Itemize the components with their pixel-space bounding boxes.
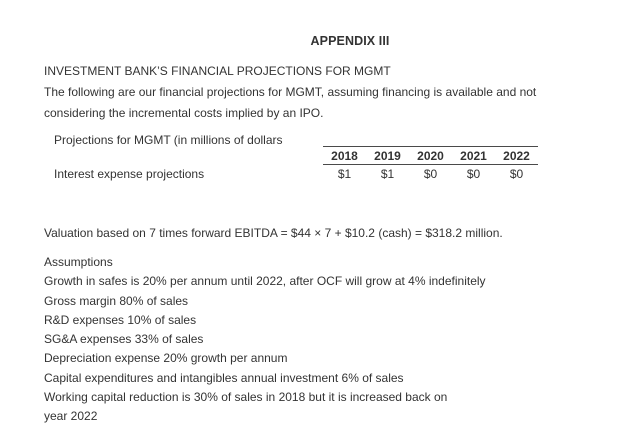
header-row-empty-label-cell [54, 147, 323, 165]
section-heading: INVESTMENT BANK’S FINANCIAL PROJECTIONS … [44, 64, 391, 78]
assumption-line-gross-margin: Gross margin 80% of sales [44, 293, 189, 308]
value-cell-2022: $0 [509, 166, 524, 181]
assumption-line-depreciation: Depreciation expense 20% growth per annu… [44, 351, 288, 366]
row-label-interest-expense: Interest expense projections [54, 166, 205, 181]
year-header-2020: 2020 [409, 146, 452, 165]
intro-section: INVESTMENT BANK’S FINANCIAL PROJECTIONS … [44, 61, 619, 124]
assumption-line-working-capital-wrap: year 2022 [44, 409, 98, 424]
value-cell-2020: $0 [423, 166, 438, 181]
table-row: Interest expense projections $1 $1 $0 $0… [54, 165, 538, 183]
assumptions-section: Assumptions Growth in safes is 20% per a… [44, 253, 619, 427]
year-header-2022: 2022 [495, 146, 538, 165]
year-header-2021: 2021 [452, 146, 495, 165]
page-title: APPENDIX III [310, 34, 390, 48]
value-cell-2021: $0 [466, 166, 481, 181]
assumption-line-working-capital: Working capital reduction is 30% of sale… [44, 390, 448, 405]
assumption-line-growth: Growth in safes is 20% per annum until 2… [44, 274, 486, 289]
value-cell-2018: $1 [337, 166, 352, 181]
assumptions-heading: Assumptions [44, 255, 113, 269]
assumption-line-sga-expenses: SG&A expenses 33% of sales [44, 332, 204, 347]
year-header-2018: 2018 [323, 146, 366, 165]
year-header-2019: 2019 [366, 146, 409, 165]
projections-table: 2018 2019 2020 2021 2022 Interest expens… [54, 146, 538, 183]
assumption-line-capex: Capital expenditures and intangibles ann… [44, 370, 404, 385]
table-header-row: 2018 2019 2020 2021 2022 [54, 146, 538, 165]
valuation-note: Valuation based on 7 times forward EBITD… [44, 226, 503, 240]
intro-paragraph-line-2: considering the incremental costs implie… [44, 106, 324, 120]
projections-table-caption: Projections for MGMT (in millions of dol… [54, 133, 283, 147]
assumption-line-rd-expenses: R&D expenses 10% of sales [44, 312, 197, 327]
value-cell-2019: $1 [380, 166, 395, 181]
intro-paragraph-line-1: The following are our financial projecti… [44, 85, 537, 99]
